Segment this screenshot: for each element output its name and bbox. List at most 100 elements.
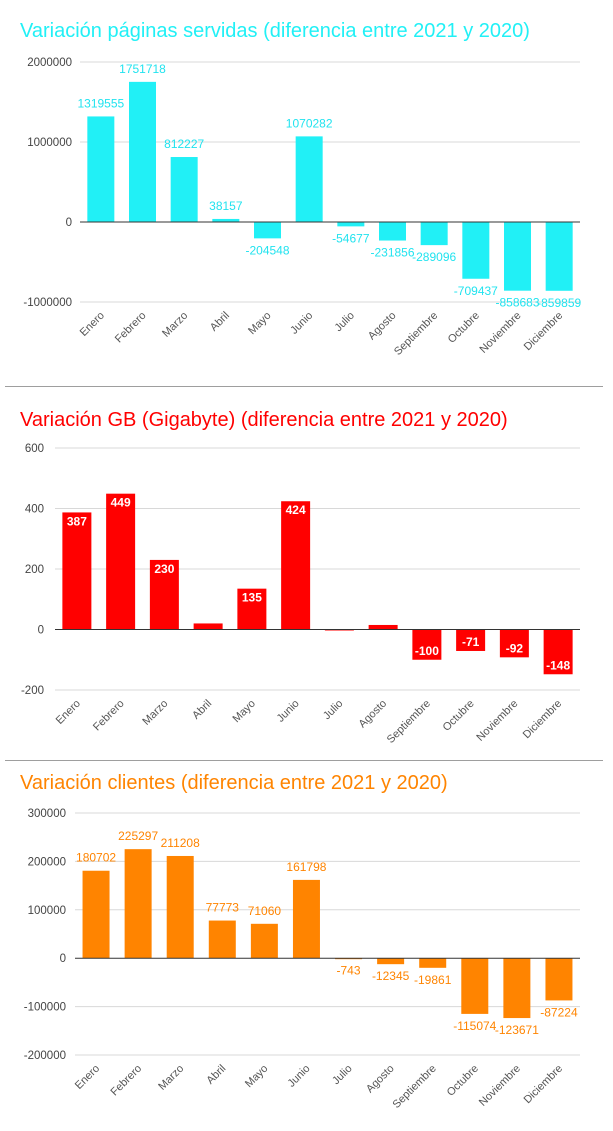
data-label: -709437 bbox=[454, 284, 498, 298]
data-label: 161798 bbox=[286, 860, 326, 874]
chart-clientes: Variación clientes (diferencia entre 202… bbox=[0, 760, 613, 1131]
x-tick-label: Octubre bbox=[441, 698, 477, 734]
bar bbox=[82, 870, 110, 959]
data-label: 424 bbox=[286, 503, 306, 517]
x-tick-label: Noviembre bbox=[478, 310, 524, 356]
y-tick-label: -100000 bbox=[24, 1002, 66, 1014]
bar bbox=[250, 923, 278, 959]
x-tick-label: Julio bbox=[330, 1063, 354, 1087]
bar bbox=[166, 855, 194, 959]
data-label: -148 bbox=[546, 658, 570, 672]
y-tick-label: 2000000 bbox=[27, 57, 72, 69]
bar bbox=[170, 157, 198, 222]
data-label: 812227 bbox=[164, 137, 204, 151]
x-tick-label: Diciembre bbox=[521, 698, 564, 741]
bar bbox=[281, 501, 311, 630]
x-tick-label: Septiembre bbox=[392, 310, 440, 358]
x-tick-label: Octubre bbox=[445, 1063, 481, 1099]
x-tick-label: Junio bbox=[285, 1063, 312, 1090]
x-tick-label: Marzo bbox=[160, 310, 190, 340]
x-tick-label: Julio bbox=[332, 310, 356, 334]
data-label: -289096 bbox=[412, 250, 456, 264]
data-label: -204548 bbox=[245, 243, 289, 257]
data-label: -12345 bbox=[372, 969, 410, 983]
data-label: 1070282 bbox=[286, 116, 333, 130]
x-tick-label: Febrero bbox=[113, 310, 149, 346]
bar bbox=[292, 879, 320, 959]
bar bbox=[545, 222, 573, 291]
y-tick-label: 0 bbox=[60, 953, 66, 965]
x-tick-label: Junio bbox=[275, 698, 302, 725]
y-tick-label: 400 bbox=[25, 504, 44, 516]
bar bbox=[149, 559, 179, 630]
chart-paginas-servidas: Variación páginas servidas (diferencia e… bbox=[0, 0, 613, 386]
bar bbox=[368, 624, 398, 630]
bar bbox=[212, 218, 240, 222]
bar bbox=[295, 136, 323, 222]
data-label: -92 bbox=[506, 641, 524, 655]
data-label: 211208 bbox=[161, 836, 200, 850]
x-tick-label: Julio bbox=[321, 698, 345, 722]
x-tick-label: Septiembre bbox=[391, 1063, 439, 1111]
y-tick-label: 100000 bbox=[28, 905, 66, 917]
data-label: 77773 bbox=[206, 901, 240, 915]
y-tick-label: -200 bbox=[21, 685, 44, 697]
y-tick-label: 1000000 bbox=[27, 137, 72, 149]
bar bbox=[129, 81, 156, 223]
x-tick-label: Diciembre bbox=[522, 310, 565, 353]
bar bbox=[254, 222, 281, 239]
bar bbox=[335, 958, 363, 960]
bar bbox=[456, 629, 486, 651]
x-tick-label: Agosto bbox=[366, 310, 399, 343]
x-tick-label: Octubre bbox=[446, 310, 482, 346]
x-tick-label: Noviembre bbox=[477, 1063, 523, 1109]
data-label: 225297 bbox=[118, 829, 158, 843]
data-label: -858683 bbox=[495, 296, 539, 310]
x-tick-label: Marzo bbox=[156, 1063, 186, 1093]
x-tick-label: Agosto bbox=[364, 1063, 397, 1096]
bar bbox=[87, 116, 115, 222]
bar bbox=[545, 958, 573, 1001]
x-tick-label: Noviembre bbox=[474, 698, 520, 744]
x-tick-label: Mayo bbox=[243, 1063, 271, 1091]
data-label: 180702 bbox=[76, 851, 116, 865]
chart-plot: 300000 200000 100000 0 -100000 -200000 180702 E… bbox=[24, 808, 580, 1111]
x-tick-label: Mayo bbox=[230, 698, 258, 726]
data-label: -100 bbox=[415, 644, 439, 658]
bar bbox=[193, 623, 223, 630]
x-tick-label: Junio bbox=[288, 310, 315, 337]
chart-plot: 2000000 1000000 0 -1000000 1319555 Enero 17517… bbox=[23, 57, 581, 358]
y-tick-label: 300000 bbox=[28, 808, 66, 820]
data-label: -87224 bbox=[540, 1005, 578, 1019]
x-tick-label: Enero bbox=[73, 1063, 102, 1092]
chart-title: Variación páginas servidas (diferencia e… bbox=[20, 20, 530, 42]
bar bbox=[503, 958, 531, 1019]
data-label: 387 bbox=[67, 514, 87, 528]
x-tick-label: Diciembre bbox=[522, 1063, 565, 1106]
x-tick-label: Agosto bbox=[357, 698, 390, 731]
bar bbox=[62, 512, 92, 630]
bar bbox=[419, 958, 447, 968]
bar bbox=[106, 493, 136, 630]
bar bbox=[420, 222, 448, 246]
bar bbox=[499, 629, 529, 658]
x-tick-label: Febrero bbox=[109, 1063, 145, 1099]
data-label: -123671 bbox=[495, 1023, 539, 1037]
y-tick-label: -1000000 bbox=[23, 297, 72, 309]
divider bbox=[5, 386, 603, 387]
bar bbox=[237, 588, 267, 630]
y-tick-label: 600 bbox=[25, 443, 44, 455]
y-tick-label: -200000 bbox=[24, 1050, 66, 1062]
x-tick-label: Abril bbox=[204, 1063, 228, 1087]
x-tick-label: Enero bbox=[54, 698, 83, 727]
chart-plot: 600 400 200 0 -200 387 Enero 449 Febrero 230 Marzo… bbox=[21, 443, 580, 746]
bar bbox=[462, 222, 490, 279]
data-label: -71 bbox=[462, 635, 480, 649]
data-label: -743 bbox=[337, 964, 361, 978]
y-tick-label: 0 bbox=[66, 217, 72, 229]
data-label: 71060 bbox=[248, 904, 282, 918]
chart-title: Variación GB (Gigabyte) (diferencia entr… bbox=[20, 409, 508, 431]
bar bbox=[377, 958, 405, 965]
bar bbox=[543, 629, 573, 675]
bar bbox=[379, 222, 406, 241]
